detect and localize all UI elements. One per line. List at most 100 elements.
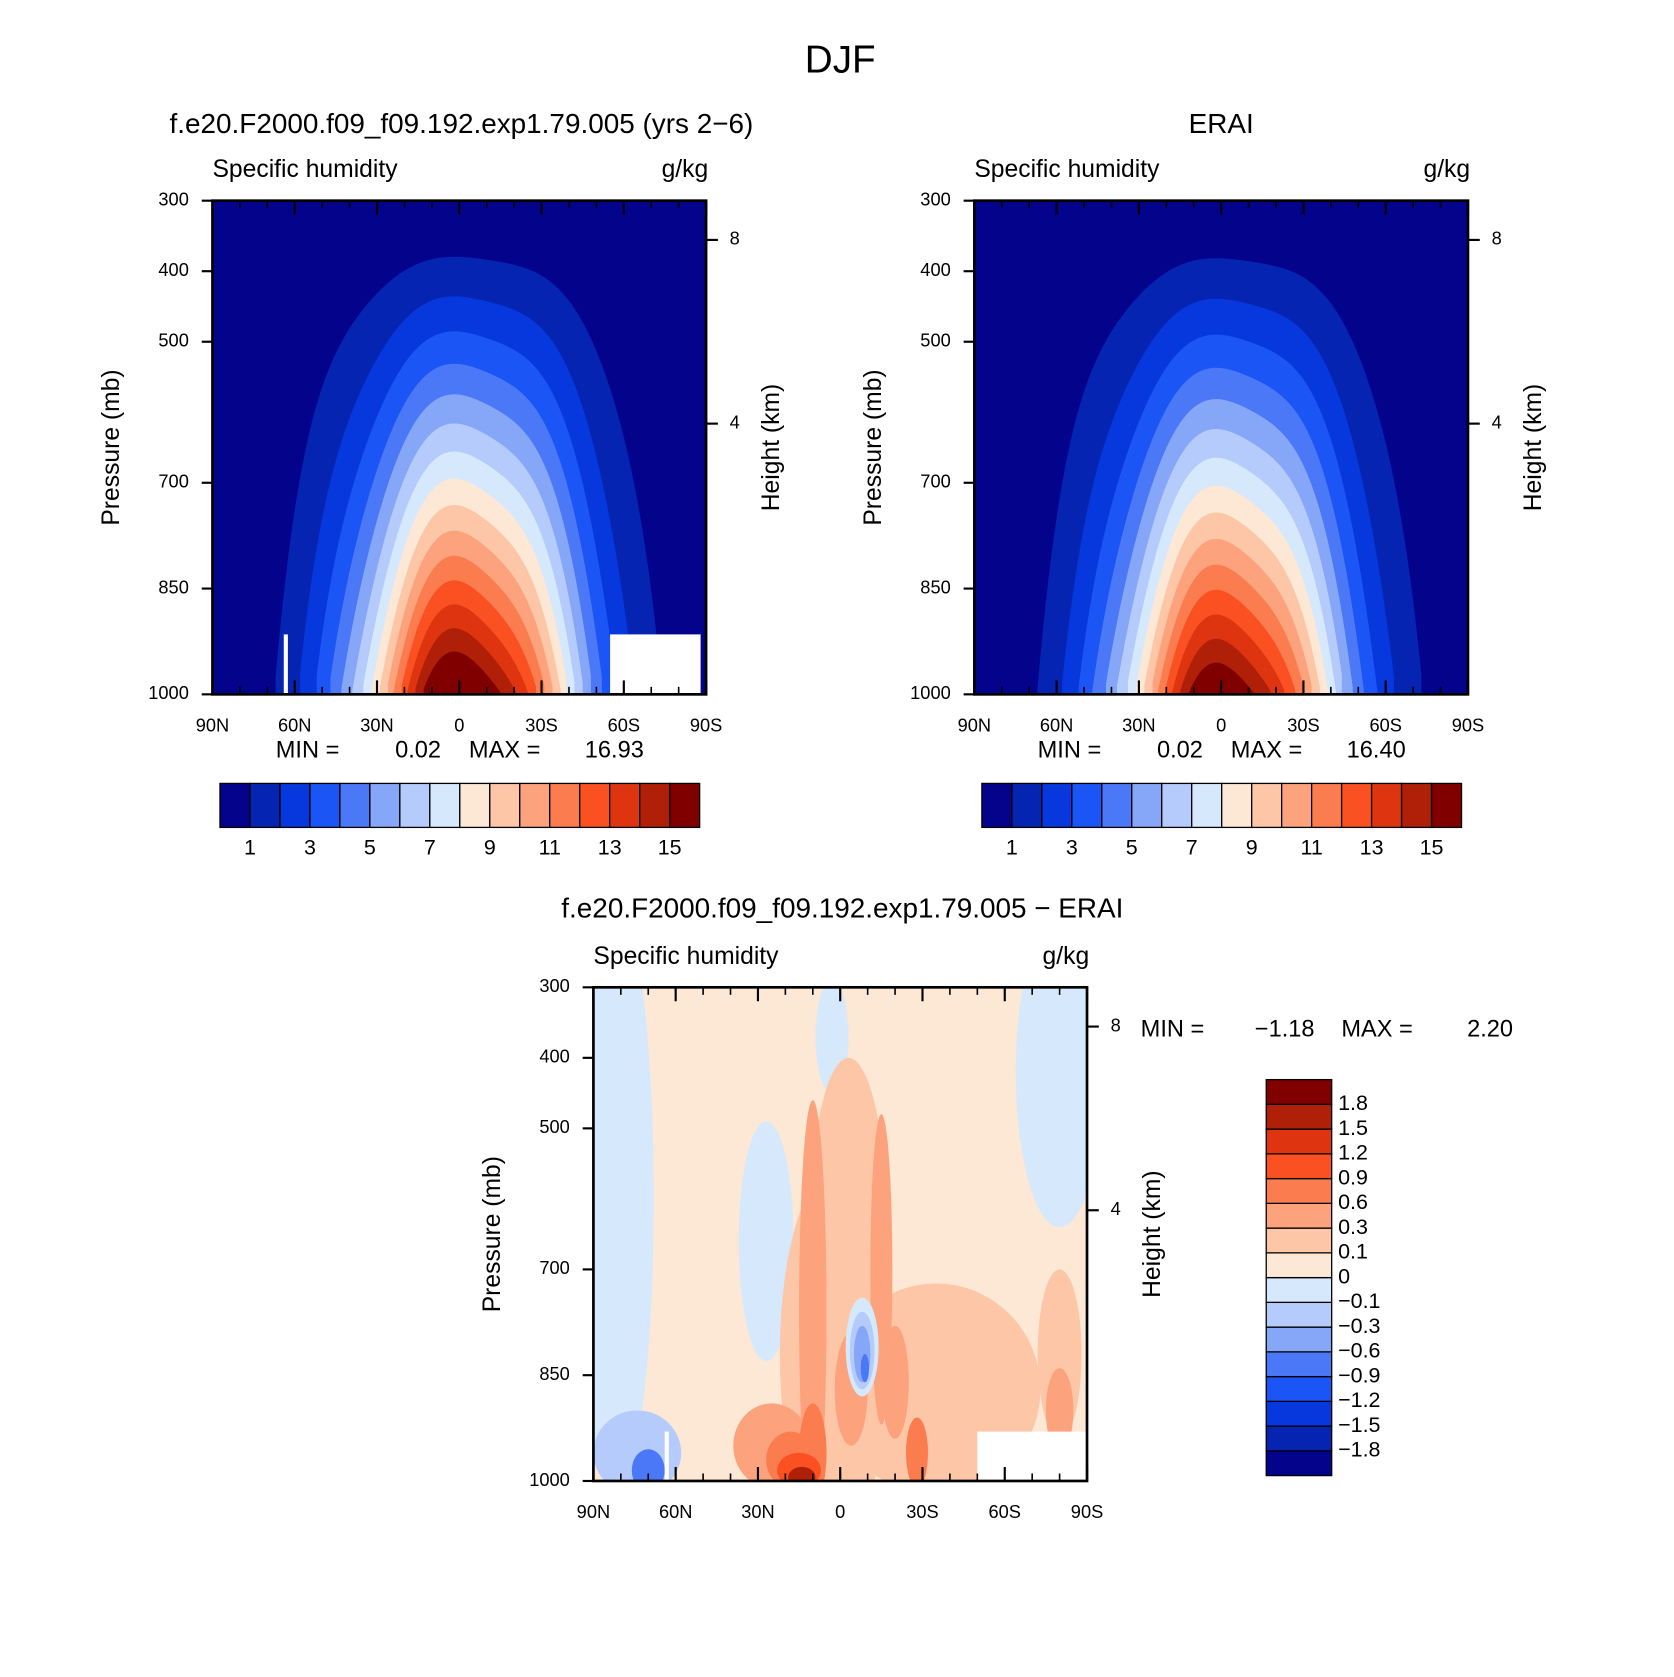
colorbar-box <box>1161 782 1193 829</box>
colorbar-label: 1.8 <box>1338 1091 1368 1115</box>
y-tick-label: 500 <box>920 330 950 351</box>
left-label: Specific humidity <box>212 156 398 183</box>
contour-band <box>593 987 654 1481</box>
y-tick-label: 1000 <box>529 1469 570 1490</box>
right-label: g/kg <box>1043 943 1090 970</box>
y-tick-label: 850 <box>158 576 188 597</box>
colorbar-label: 5 <box>364 836 376 860</box>
colorbar-box <box>1101 782 1133 829</box>
missing-region <box>977 1431 1088 1481</box>
colorbar-label: 7 <box>424 836 436 860</box>
x-tick-label: 60S <box>1369 714 1401 735</box>
colorbar-box <box>1265 1351 1333 1378</box>
colorbar-box <box>1265 1078 1333 1106</box>
colorbar-label: 1 <box>1006 836 1018 860</box>
colorbar-label: 0.6 <box>1338 1190 1368 1214</box>
colorbar-box <box>519 782 551 829</box>
contour-band <box>1015 987 1088 1228</box>
colorbar-box <box>1400 782 1433 829</box>
contour-field <box>974 200 1468 695</box>
right-label: g/kg <box>662 156 709 183</box>
max-value: 16.93 <box>585 737 644 763</box>
panel-title: f.e20.F2000.f09_f09.192.exp1.79.005 − ER… <box>561 892 1123 923</box>
colorbar-label: 9 <box>1246 836 1258 860</box>
x-tick-label: 0 <box>835 1501 845 1522</box>
x-tick-label: 60N <box>1040 714 1073 735</box>
colorbar-box <box>1340 782 1373 829</box>
colorbar-box <box>219 782 251 829</box>
colorbar-box <box>1251 782 1283 829</box>
colorbar-box <box>1265 1128 1333 1155</box>
colorbar-box <box>459 782 491 829</box>
colorbar-label: −0.1 <box>1338 1289 1380 1313</box>
colorbar-box <box>249 782 281 829</box>
colorbar-box <box>339 782 371 829</box>
colorbar-box <box>1265 1400 1333 1427</box>
min-value: 0.02 <box>1157 737 1203 763</box>
colorbar-label: 11 <box>539 836 561 860</box>
colorbar-label: 13 <box>1360 836 1384 860</box>
panel-title: f.e20.F2000.f09_f09.192.exp1.79.005 (yrs… <box>170 108 754 139</box>
min-label: MIN = <box>1038 737 1102 763</box>
colorbar-box <box>1265 1153 1333 1180</box>
contour-band <box>799 1100 827 1481</box>
max-label: MAX = <box>1231 737 1302 763</box>
colorbar-box <box>1310 782 1343 829</box>
colorbar-label: 0 <box>1338 1264 1350 1288</box>
colorbar-label: 1.5 <box>1338 1116 1368 1140</box>
right-label: g/kg <box>1423 156 1470 183</box>
x-tick-label: 90S <box>1071 1501 1103 1522</box>
x-tick-label: 60N <box>278 714 311 735</box>
y-tick-label: 400 <box>158 259 188 280</box>
x-tick-label: 30N <box>1122 714 1155 735</box>
colorbar-label: 5 <box>1126 836 1138 860</box>
missing-region <box>610 634 701 695</box>
colorbar-box <box>1265 1103 1333 1130</box>
x-tick-label: 90N <box>196 714 229 735</box>
colorbar-label: 1.2 <box>1338 1141 1368 1165</box>
x-tick-label: 60N <box>659 1501 692 1522</box>
y-tick-label: 700 <box>920 471 950 492</box>
x-tick-label: 0 <box>454 714 464 735</box>
colorbar-label: 0.9 <box>1338 1165 1368 1189</box>
colorbar-box <box>1370 782 1403 829</box>
y-tick-label: 300 <box>158 188 188 209</box>
missing-region <box>283 634 288 695</box>
contour-band <box>860 1354 870 1383</box>
y-tick-label: 1000 <box>910 682 951 703</box>
min-label: MIN = <box>1141 1016 1205 1042</box>
colorbar-box <box>1265 1450 1333 1477</box>
x-tick-label: 90S <box>690 714 722 735</box>
y2-axis-label: Height (km) <box>758 384 785 512</box>
x-tick-label: 30N <box>360 714 393 735</box>
x-tick-label: 60S <box>989 1501 1021 1522</box>
y2-tick-label: 4 <box>1111 1198 1121 1219</box>
colorbar-box <box>279 782 311 829</box>
contour-band <box>788 1466 816 1481</box>
colorbar-label: −0.3 <box>1338 1314 1380 1338</box>
y-axis-label: Pressure (mb) <box>98 369 125 525</box>
contour-band <box>881 1325 909 1439</box>
min-label: MIN = <box>276 737 340 763</box>
y-tick-label: 850 <box>539 1363 569 1384</box>
colorbar-box <box>1131 782 1163 829</box>
colorbar-box <box>1265 1425 1333 1452</box>
y-axis-label: Pressure (mb) <box>860 369 887 525</box>
y2-tick-label: 4 <box>1492 411 1502 432</box>
y2-axis-label: Height (km) <box>1139 1170 1166 1298</box>
contour-field <box>212 200 707 695</box>
colorbar-label: 3 <box>1066 836 1078 860</box>
contour-band <box>423 651 501 695</box>
colorbar-box <box>669 782 701 829</box>
colorbar-box <box>981 782 1013 829</box>
contour-band <box>1188 662 1255 695</box>
colorbar-label: 9 <box>484 836 496 860</box>
colorbar-label: 0.3 <box>1338 1215 1368 1239</box>
colorbar-label: −1.2 <box>1338 1388 1380 1412</box>
colorbar-box <box>1430 782 1463 829</box>
y-tick-label: 300 <box>920 188 950 209</box>
y-tick-label: 700 <box>539 1257 569 1278</box>
contour-field <box>593 987 1088 1481</box>
missing-region <box>664 1431 669 1481</box>
colorbar-box <box>1191 782 1223 829</box>
